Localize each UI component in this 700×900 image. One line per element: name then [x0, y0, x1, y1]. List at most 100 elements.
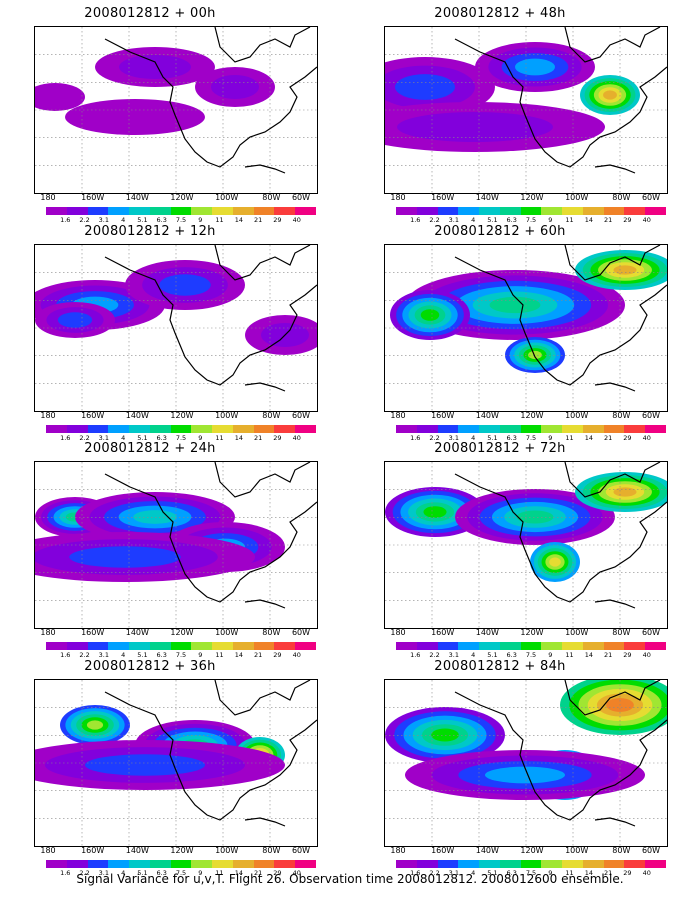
colorbar-labels: 1.6 2.2 3.1 4 5.1 6.3 7.5 9 11 14 21 29 40	[46, 651, 316, 659]
colorbar-swatch	[108, 425, 130, 433]
colorbar-label: 1.6	[410, 216, 421, 224]
colorbar-swatch	[396, 425, 417, 433]
colorbar-swatch	[541, 207, 563, 215]
colorbar-label: 40	[292, 434, 301, 442]
colorbar	[396, 207, 666, 215]
colorbar	[46, 642, 316, 650]
colorbar-swatch	[212, 425, 233, 433]
colorbar-swatch	[458, 207, 480, 215]
colorbar-swatch	[458, 860, 480, 868]
variance-contour	[69, 546, 181, 568]
colorbar-swatch	[541, 860, 563, 868]
longitude-label: 120W	[170, 846, 194, 855]
colorbar-label: 2.2	[79, 869, 90, 877]
colorbar-swatch	[108, 860, 130, 868]
colorbar-swatch	[437, 642, 459, 650]
colorbar-label: 14	[584, 434, 593, 442]
longitude-label: 80W	[262, 846, 281, 855]
colorbar-label: 6.3	[156, 434, 167, 442]
colorbar-swatch	[232, 642, 254, 650]
longitude-label: 100W	[565, 411, 589, 420]
longitude-label: 140W	[125, 411, 149, 420]
longitude-label: 100W	[565, 628, 589, 637]
colorbar-label: 11	[565, 651, 574, 659]
colorbar-swatch	[645, 642, 666, 650]
colorbar-label: 6.3	[506, 869, 517, 877]
map-canvas	[35, 27, 317, 193]
coastline	[564, 462, 661, 498]
coastline	[104, 256, 317, 386]
map-panel: 2008012812 + 24h 70N60N50N40N30N20N10N180…	[0, 441, 318, 659]
colorbar-swatch	[437, 860, 459, 868]
colorbar-swatch	[582, 860, 604, 868]
colorbar-label: 7.5	[175, 216, 187, 224]
colorbar-label: 9	[548, 651, 553, 659]
colorbar-swatch	[129, 207, 150, 215]
colorbar-label: 29	[623, 216, 632, 224]
colorbar-swatch	[396, 860, 417, 868]
colorbar-swatch	[645, 860, 666, 868]
longitude-label: 60W	[641, 411, 661, 420]
colorbar-label: 6.3	[506, 434, 517, 442]
colorbar-swatch	[295, 642, 316, 650]
colorbar-swatch	[520, 860, 542, 868]
colorbar-label: 4	[121, 651, 126, 659]
colorbar-label: 40	[642, 869, 651, 877]
variance-contour	[397, 112, 553, 142]
colorbar-label: 5.1	[487, 434, 498, 442]
colorbar-label: 21	[604, 216, 613, 224]
colorbar-label: 5.1	[137, 651, 148, 659]
colorbar-swatch	[458, 642, 480, 650]
colorbar-swatch	[170, 425, 192, 433]
longitude-label: 140W	[125, 628, 149, 637]
variance-contour	[613, 487, 637, 497]
colorbar-swatch	[46, 860, 67, 868]
colorbar-label: 11	[215, 869, 224, 877]
coastline	[454, 38, 667, 168]
variance-contour	[549, 557, 561, 567]
longitude-label: 120W	[170, 193, 194, 202]
coastline	[214, 680, 311, 716]
variance-map: 70N60N50N40N30N20N10N	[384, 679, 668, 847]
colorbar-swatch	[479, 425, 500, 433]
longitude-label: 180	[390, 628, 406, 637]
coastline	[104, 473, 317, 603]
colorbar-swatch	[541, 642, 563, 650]
colorbar-label: 29	[623, 434, 632, 442]
longitude-label: 140W	[475, 846, 499, 855]
colorbar-label: 9	[548, 869, 553, 877]
colorbar-swatch	[624, 642, 646, 650]
colorbar-label: 2.2	[429, 216, 440, 224]
colorbar-swatch	[212, 207, 233, 215]
colorbar-swatch	[645, 425, 666, 433]
variance-contour	[528, 350, 542, 360]
longitude-label: 80W	[612, 193, 631, 202]
colorbar-swatch	[66, 860, 88, 868]
coastline	[244, 164, 286, 174]
colorbar-label: 21	[254, 434, 263, 442]
colorbar-swatch	[212, 642, 233, 650]
colorbar-label: 4	[471, 216, 476, 224]
colorbar-label: 2.2	[79, 434, 90, 442]
colorbar-label: 4	[471, 651, 476, 659]
colorbar-swatch	[520, 642, 542, 650]
panel-title: 2008012812 + 12h	[84, 224, 216, 239]
colorbar-label: 3.1	[98, 869, 110, 877]
colorbar-label: 1.6	[410, 434, 421, 442]
colorbar-swatch	[149, 207, 171, 215]
variance-map: 70N60N50N40N30N20N10N	[384, 26, 668, 194]
colorbar-swatch	[437, 207, 459, 215]
colorbar-label: 40	[642, 216, 651, 224]
colorbar-label: 21	[604, 651, 613, 659]
colorbar-swatch	[232, 860, 254, 868]
colorbar-label: 40	[292, 651, 301, 659]
map-panel: 2008012812 + 48h 70N60N50N40N30N20N10N180…	[350, 6, 668, 224]
colorbar-label: 1.6	[60, 434, 71, 442]
colorbar-swatch	[66, 207, 88, 215]
variance-map: 70N60N50N40N30N20N10N	[34, 679, 318, 847]
longitude-label: 80W	[612, 411, 631, 420]
longitude-label: 140W	[125, 193, 149, 202]
colorbar	[46, 425, 316, 433]
colorbar-label: 11	[215, 434, 224, 442]
variance-contour	[603, 90, 617, 100]
